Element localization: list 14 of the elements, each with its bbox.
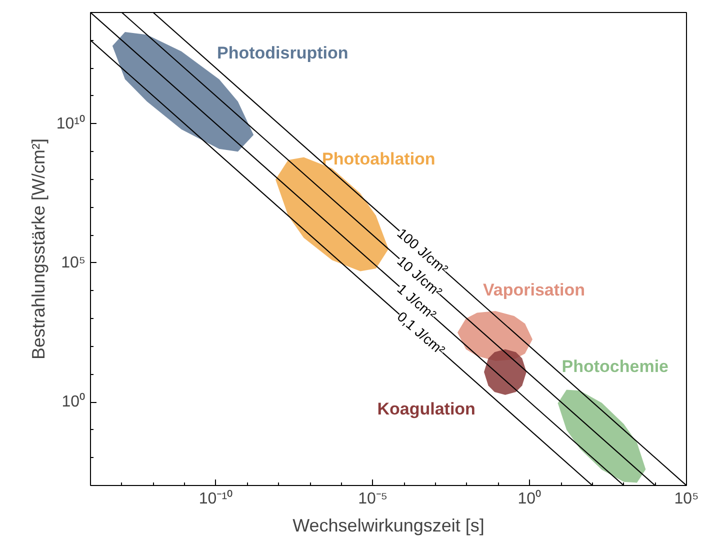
x-tick-label: 10⁻¹⁰ (198, 490, 234, 508)
x-tick-label: 10⁰ (518, 490, 542, 508)
series-label: Koagulation (377, 400, 476, 419)
y-tick-label: 10⁰ (62, 392, 86, 411)
series-label: Photoablation (322, 150, 436, 169)
series-label: Photochemie (562, 356, 668, 376)
y-tick-label: 10¹⁰ (56, 114, 86, 132)
x-axis-title: Wechselwirkungszeit [s] (292, 516, 484, 536)
x-tick-label: 10⁵ (674, 490, 699, 508)
x-tick-label: 10⁻⁵ (358, 490, 388, 508)
y-axis-title: Bestrahlungsstärke [W/cm²] (28, 138, 48, 360)
y-tick-label: 10⁵ (61, 254, 86, 272)
series-label: Vaporisation (482, 280, 586, 300)
series-label: Photodisruption (217, 43, 348, 62)
